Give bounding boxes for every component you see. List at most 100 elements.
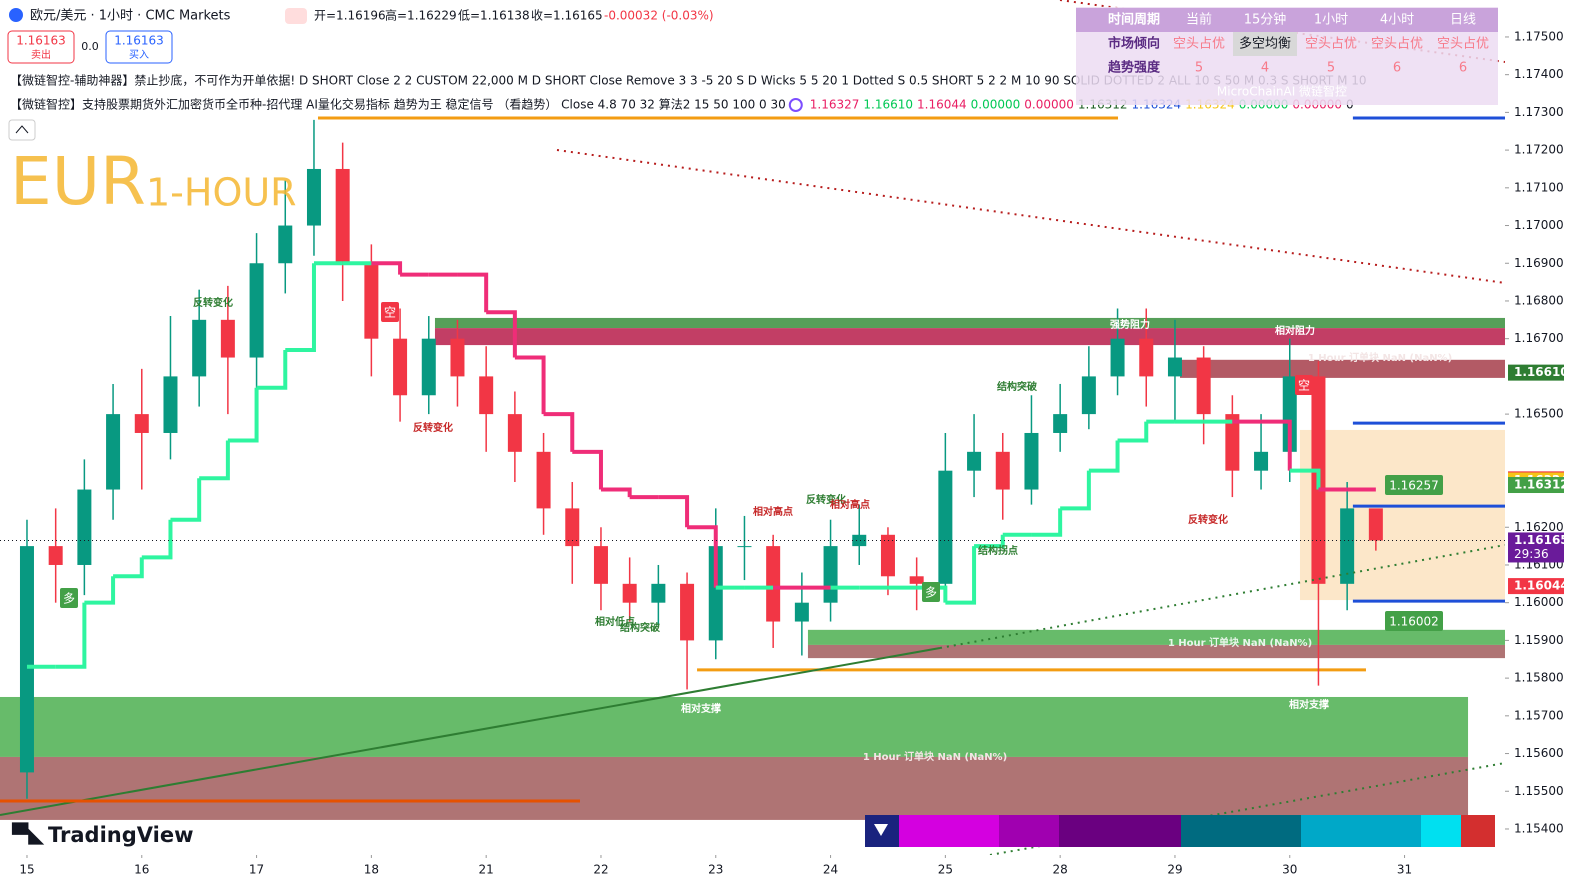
- sell-price: 1.16163: [16, 34, 66, 48]
- trend-step: [486, 310, 517, 358]
- candle-body: [1282, 376, 1297, 452]
- x-tick-label: 30: [1282, 863, 1297, 877]
- x-tick-label: 28: [1053, 863, 1068, 877]
- annotation: 1.16257: [1389, 479, 1439, 493]
- y-tick-label: 1.16800: [1514, 293, 1564, 307]
- candle-body: [1024, 432, 1039, 490]
- spread: 0.0: [81, 40, 99, 53]
- ohlc-low: 低=1.16138: [458, 9, 530, 23]
- y-tick-label: 1.17400: [1514, 67, 1564, 81]
- panel-cell: 趋势强度: [1108, 60, 1161, 76]
- y-tick-label: 1.15500: [1514, 784, 1564, 798]
- annotation-box: [1385, 475, 1443, 495]
- panel-cell: [1233, 32, 1297, 56]
- candle-body: [364, 263, 379, 339]
- annotation: 空: [1298, 379, 1310, 393]
- trend-step: [457, 272, 489, 313]
- candle-body: [450, 338, 465, 377]
- candle-body: [1196, 357, 1211, 415]
- candle-body: [1340, 508, 1355, 584]
- x-tick-label: 17: [249, 863, 264, 877]
- zone: [1180, 359, 1505, 378]
- strip-cell: [1181, 815, 1301, 847]
- trendline: [939, 544, 1506, 649]
- plot-area: [0, 116, 1505, 820]
- collapse-button[interactable]: [8, 119, 36, 141]
- candle-body: [1225, 414, 1240, 471]
- panel-cell: 空头占优: [1437, 37, 1489, 52]
- candle-body: [737, 546, 752, 548]
- trend-step: [1117, 421, 1149, 443]
- y-tick-label: 1.17100: [1514, 180, 1564, 194]
- panel-cell: 4小时: [1380, 13, 1414, 28]
- y-tick-label: 1.16200: [1514, 520, 1564, 534]
- panel-cell: 5: [1327, 61, 1335, 76]
- strip-cell: [1301, 815, 1421, 847]
- trend-step: [1088, 440, 1120, 473]
- indicator-legend: 【微链智控-辅助神器】禁止抄底，不可作为开单依据! D SHORT Close …: [10, 73, 1367, 88]
- sell-button[interactable]: [7, 30, 75, 64]
- buy-price: 1.16163: [114, 34, 164, 48]
- strip-cell: [1059, 815, 1181, 847]
- annotation: 1 Hour 订单块 NaN (NaN%): [1168, 636, 1312, 649]
- y-tick-label: 1.16500: [1514, 407, 1564, 421]
- symbol: 欧元/美元 · 1小时 · CMC Markets: [30, 9, 231, 24]
- zone: [807, 629, 1505, 645]
- indicator-value: 1.16044: [917, 98, 967, 112]
- symbol-icon: [9, 8, 23, 22]
- x-tick-label: 15: [19, 863, 34, 877]
- x-tick-label: 16: [134, 863, 149, 877]
- y-tick-label: 1.17500: [1514, 29, 1564, 43]
- ohlc-high: 高=1.16229: [385, 8, 457, 23]
- axes: 1.17500 1.17400 1.17300 1.17200 1.17100 1.170…: [19, 29, 1568, 876]
- panel-cell: 空头占优: [1173, 37, 1225, 52]
- color-strip: [865, 815, 1495, 847]
- indicator-icon: [788, 98, 803, 112]
- logo: TradingView: [48, 823, 193, 847]
- indicator-value: 1.16327: [810, 98, 860, 112]
- candle-body: [1254, 451, 1269, 471]
- candle-body: [823, 546, 838, 603]
- annotation: 相对低点: [595, 615, 635, 628]
- candle-body: [106, 414, 121, 490]
- panel-cell: 6: [1459, 61, 1467, 76]
- price-badge-label: 1.16044: [1514, 579, 1569, 593]
- price-badge-label: 1.16610: [1514, 365, 1569, 379]
- candle-body: [479, 376, 494, 415]
- trend-step: [514, 355, 546, 415]
- candle-body: [393, 338, 408, 396]
- candle-body: [1053, 414, 1068, 433]
- indicator-legend: 【微链智控】支持股票期货外汇加密货币全币种-招代理 AI量化交易指标 趋势为王 …: [10, 97, 786, 112]
- strip-arrow: [874, 824, 888, 836]
- annotation: 相对支撑: [681, 702, 721, 715]
- ohlc-change: -0.00032 (-0.03%): [604, 9, 714, 23]
- trend-step: [658, 495, 690, 528]
- y-tick-label: 1.15800: [1514, 671, 1564, 685]
- buy-label: 买入: [129, 49, 149, 61]
- zone: [1299, 429, 1505, 601]
- candle-body: [565, 508, 580, 547]
- zone: [434, 317, 1505, 329]
- panel-cell: 5: [1195, 61, 1203, 76]
- annotation: 结构突破: [620, 621, 660, 634]
- candle-body: [335, 168, 350, 264]
- indicator-value: 1.16610: [863, 98, 913, 112]
- candle-body: [306, 168, 321, 226]
- candle-body: [1081, 376, 1096, 415]
- strip-cell: [899, 815, 999, 847]
- strip-cell: [999, 815, 1059, 847]
- annotation-box: [1295, 375, 1313, 395]
- candle-body: [909, 576, 924, 584]
- zone: [807, 644, 1505, 659]
- panel-cell: 多空均衡: [1239, 36, 1291, 52]
- annotation: 相对阻力: [1275, 324, 1315, 337]
- panel-cell: 6: [1393, 61, 1401, 76]
- buy-button[interactable]: [105, 30, 173, 64]
- trend-step: [256, 349, 288, 390]
- trend-step: [945, 546, 977, 605]
- panel-watermark: MicroChainAI 微链智控: [1217, 84, 1347, 99]
- panel-cell: 1小时: [1314, 13, 1348, 28]
- x-tick-label: 24: [823, 863, 838, 877]
- candle-body: [651, 583, 666, 603]
- panel-header: [1076, 8, 1498, 32]
